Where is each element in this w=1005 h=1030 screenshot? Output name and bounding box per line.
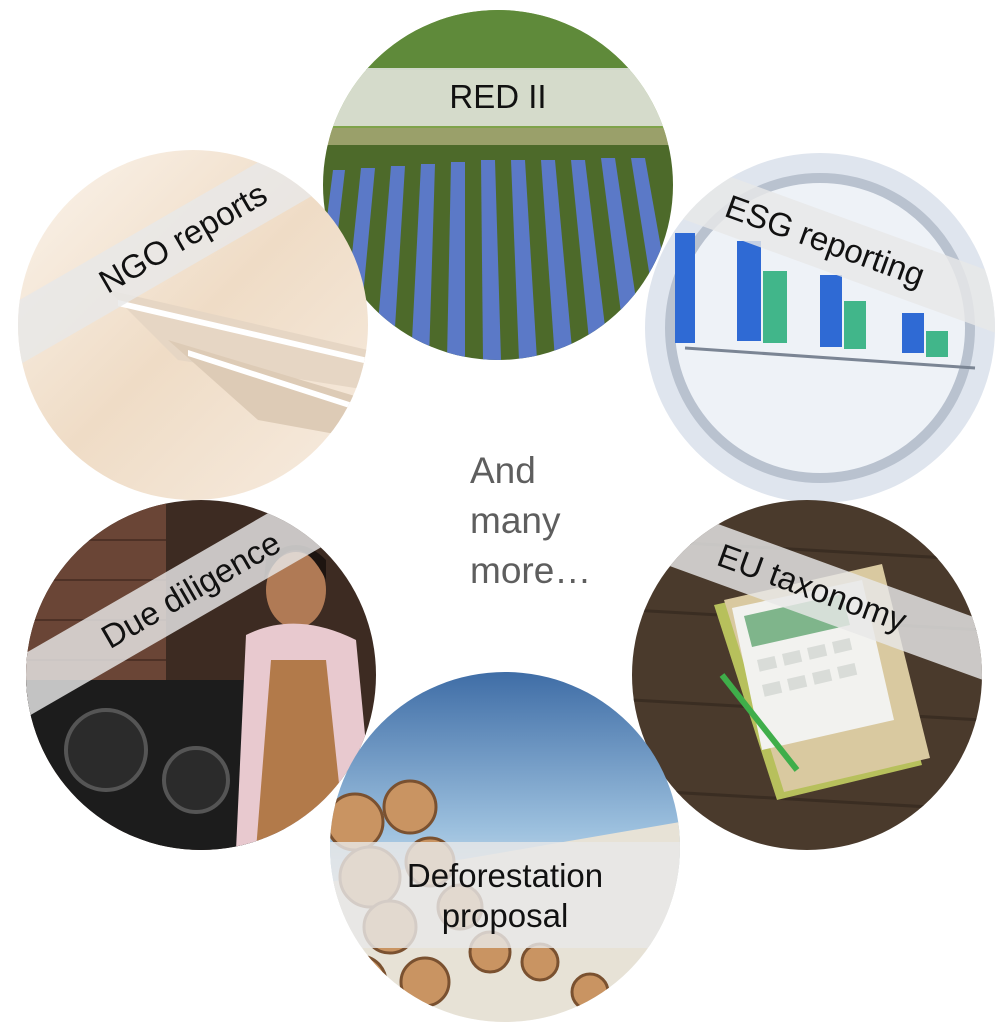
esg-reporting-circle: ESG reporting bbox=[645, 153, 995, 503]
center-caption-line3: more… bbox=[470, 550, 592, 591]
due-diligence-circle: Due diligence bbox=[26, 500, 376, 850]
center-caption-line1: And bbox=[470, 450, 536, 491]
deforestation-proposal-label-line1: Deforestation bbox=[406, 857, 604, 894]
eu-taxonomy-circle: EU taxonomy bbox=[632, 500, 982, 850]
center-caption-line2: many bbox=[470, 500, 561, 541]
deforestation-proposal-label-line2: proposal bbox=[441, 897, 569, 934]
solar-farm-image bbox=[323, 10, 673, 360]
ngo-reports-circle: NGO reports bbox=[18, 150, 368, 500]
deforestation-proposal-circle: Deforestation proposal bbox=[330, 672, 680, 1022]
red-ii-circle: RED II bbox=[323, 10, 673, 360]
red-ii-label: RED II bbox=[449, 78, 547, 115]
red-ii-label-band: RED II bbox=[323, 68, 673, 126]
center-caption: And many more… bbox=[470, 446, 591, 596]
deforestation-proposal-label-band: Deforestation proposal bbox=[330, 842, 680, 948]
